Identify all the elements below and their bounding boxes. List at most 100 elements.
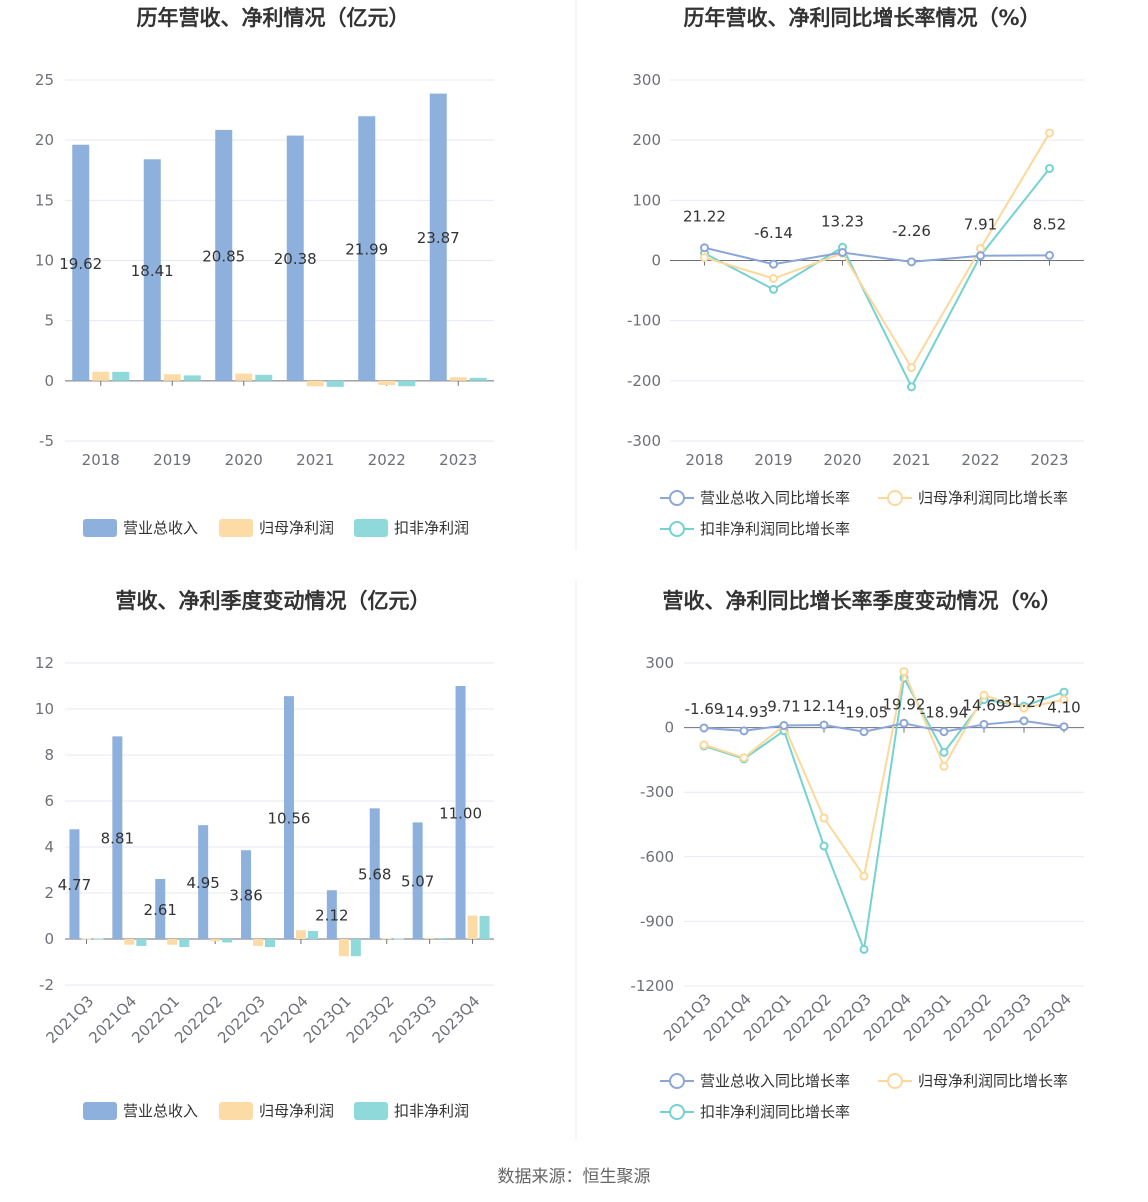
bar-扣非净利润-2021Q4[interactable] <box>136 939 147 946</box>
point-归母净利润同比增长率-2022Q4[interactable] <box>899 667 909 677</box>
legend-label-0[interactable]: 营业总收入 <box>123 1102 198 1120</box>
point-归母净利润同比增长率-2019[interactable] <box>769 274 778 284</box>
point-归母净利润同比增长率-2023Q3[interactable] <box>1019 703 1029 713</box>
point-归母净利润同比增长率-2021Q4[interactable] <box>739 753 749 763</box>
bar-归母净利润-2022Q4[interactable] <box>295 930 306 939</box>
point-归母净利润同比增长率-2018[interactable] <box>700 252 709 262</box>
bar-营业总收入-2021Q4[interactable] <box>112 736 123 939</box>
bar-扣非净利润-2022Q3[interactable] <box>265 939 276 948</box>
legend-label-2[interactable]: 扣非净利润 <box>394 519 469 537</box>
point-营业总收入同比增长率-2023Q1[interactable] <box>939 727 949 737</box>
bar-营业总收入-2023Q2[interactable] <box>369 808 380 939</box>
bar-归母净利润-2019[interactable] <box>163 374 181 381</box>
series-line-营业总收入同比增长率[interactable] <box>703 719 1065 733</box>
bar-归母净利润-2023[interactable] <box>449 377 467 381</box>
bar-营业总收入-2022[interactable] <box>358 116 376 381</box>
bar-营业总收入-2023Q3[interactable] <box>412 822 423 939</box>
point-营业总收入同比增长率-2021Q3[interactable] <box>699 723 709 733</box>
bar-营业总收入-2019[interactable] <box>143 159 161 381</box>
bar-营业总收入-2021Q3[interactable] <box>69 829 80 939</box>
point-营业总收入同比增长率-2019[interactable] <box>769 259 778 269</box>
bar-扣非净利润-2023Q4[interactable] <box>479 916 490 939</box>
series-line-扣非净利润同比增长率[interactable] <box>703 674 1065 954</box>
bar-归母净利润-2023Q4[interactable] <box>467 915 478 939</box>
point-扣非净利润同比增长率-2021[interactable] <box>907 382 916 392</box>
point-营业总收入同比增长率-2023Q3[interactable] <box>1019 716 1029 726</box>
series-line-扣非净利润同比增长率[interactable] <box>704 167 1051 390</box>
bar-营业总收入-2023Q1[interactable] <box>326 890 337 939</box>
point-归母净利润同比增长率-2023Q4[interactable] <box>1059 695 1069 705</box>
point-归母净利润同比增长率-2023Q1[interactable] <box>939 761 949 771</box>
bar-扣非净利润-2020[interactable] <box>255 374 273 381</box>
bar-扣非净利润-2023Q1[interactable] <box>350 939 361 957</box>
bar-归母净利润-2022Q1[interactable] <box>167 939 178 945</box>
legend-label-2[interactable]: 扣非净利润同比增长率 <box>700 520 850 538</box>
bar-扣非净利润-2018[interactable] <box>112 371 130 381</box>
legend-swatch-1[interactable] <box>219 1102 253 1120</box>
bar-扣非净利润-2023[interactable] <box>469 377 487 381</box>
point-归母净利润同比增长率-2023[interactable] <box>1045 128 1054 138</box>
bar-营业总收入-2022Q2[interactable] <box>198 825 209 939</box>
legend-swatch-2[interactable] <box>354 519 388 537</box>
point-归母净利润同比增长率-2022[interactable] <box>976 243 985 253</box>
legend-marker-1[interactable] <box>887 1073 903 1089</box>
point-扣非净利润同比增长率-2019[interactable] <box>769 284 778 294</box>
legend-marker-0[interactable] <box>669 490 685 506</box>
point-营业总收入同比增长率-2021Q4[interactable] <box>739 726 749 736</box>
bar-扣非净利润-2022[interactable] <box>398 380 416 387</box>
bar-扣非净利润-2023Q3[interactable] <box>436 938 447 939</box>
bar-归母净利润-2021Q3[interactable] <box>81 938 92 940</box>
bar-营业总收入-2021[interactable] <box>286 135 304 381</box>
series-line-归母净利润同比增长率[interactable] <box>704 132 1051 370</box>
bar-归母净利润-2018[interactable] <box>92 371 110 381</box>
point-营业总收入同比增长率-2018[interactable] <box>700 243 709 253</box>
legend-marker-2[interactable] <box>669 1104 685 1120</box>
point-归母净利润同比增长率-2021[interactable] <box>907 363 916 373</box>
bar-扣非净利润-2022Q1[interactable] <box>179 939 190 948</box>
legend-label-0[interactable]: 营业总收入同比增长率 <box>700 1072 850 1090</box>
legend-marker-0[interactable] <box>669 1073 685 1089</box>
point-营业总收入同比增长率-2022[interactable] <box>976 251 985 261</box>
point-扣非净利润同比增长率-2023[interactable] <box>1045 163 1054 173</box>
bar-归母净利润-2022Q3[interactable] <box>253 939 264 946</box>
legend-swatch-0[interactable] <box>83 519 117 537</box>
point-归母净利润同比增长率-2022Q3[interactable] <box>859 871 869 881</box>
bar-营业总收入-2022Q3[interactable] <box>241 850 252 939</box>
legend-swatch-0[interactable] <box>83 1102 117 1120</box>
bar-营业总收入-2023Q4[interactable] <box>455 686 466 939</box>
legend-marker-2[interactable] <box>669 521 685 537</box>
bar-营业总收入-2020[interactable] <box>215 129 233 381</box>
legend-swatch-2[interactable] <box>354 1102 388 1120</box>
bar-营业总收入-2022Q4[interactable] <box>283 696 294 939</box>
legend-marker-1[interactable] <box>887 490 903 506</box>
legend-swatch-1[interactable] <box>219 519 253 537</box>
bar-营业总收入-2022Q1[interactable] <box>155 878 166 939</box>
point-扣非净利润同比增长率-2023Q1[interactable] <box>939 747 949 757</box>
point-归母净利润同比增长率-2021Q3[interactable] <box>699 740 709 750</box>
bar-归母净利润-2023Q2[interactable] <box>381 938 392 940</box>
legend-label-2[interactable]: 扣非净利润同比增长率 <box>700 1103 850 1121</box>
bar-归母净利润-2021Q4[interactable] <box>124 939 135 945</box>
series-line-营业总收入同比增长率[interactable] <box>704 246 1050 266</box>
series-line-归母净利润同比增长率[interactable] <box>703 668 1065 879</box>
legend-label-1[interactable]: 归母净利润同比增长率 <box>918 1072 1068 1090</box>
bar-扣非净利润-2021[interactable] <box>326 380 344 387</box>
bar-营业总收入-2023[interactable] <box>429 93 447 381</box>
point-扣非净利润同比增长率-2023Q4[interactable] <box>1059 687 1069 697</box>
point-营业总收入同比增长率-2022Q1[interactable] <box>779 721 789 731</box>
point-营业总收入同比增长率-2023Q4[interactable] <box>1059 722 1069 732</box>
point-营业总收入同比增长率-2021[interactable] <box>907 257 916 267</box>
legend-label-0[interactable]: 营业总收入 <box>123 519 198 537</box>
bar-归母净利润-2023Q3[interactable] <box>424 937 435 939</box>
bar-扣非净利润-2021Q3[interactable] <box>93 938 104 940</box>
bar-归母净利润-2020[interactable] <box>235 373 253 381</box>
point-营业总收入同比增长率-2022Q3[interactable] <box>859 727 869 737</box>
point-归母净利润同比增长率-2022Q2[interactable] <box>819 813 829 823</box>
bar-扣非净利润-2023Q2[interactable] <box>393 938 404 940</box>
legend-label-1[interactable]: 归母净利润 <box>259 1102 334 1120</box>
bar-扣非净利润-2022Q4[interactable] <box>307 930 318 939</box>
bar-扣非净利润-2019[interactable] <box>183 375 201 381</box>
point-扣非净利润同比增长率-2022Q3[interactable] <box>859 944 869 954</box>
legend-label-2[interactable]: 扣非净利润 <box>394 1102 469 1120</box>
point-营业总收入同比增长率-2023[interactable] <box>1045 250 1054 260</box>
